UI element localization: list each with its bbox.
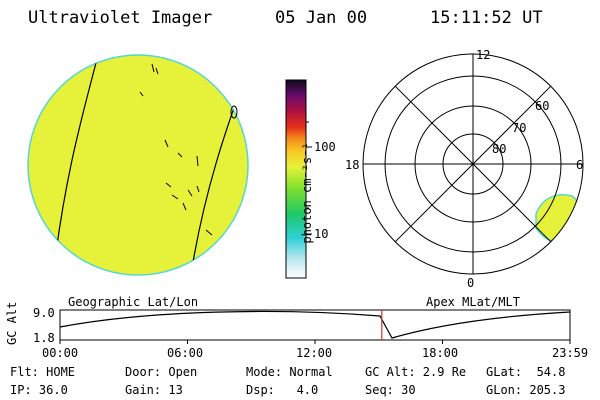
info-seq: Seq: 30 <box>365 383 416 397</box>
polar-ring-label-80: 80 <box>492 142 507 156</box>
altitude-curve <box>59 310 571 339</box>
info-glon: GLon: 205.3 <box>486 383 566 397</box>
observation-time: 15:11:52 UT <box>430 8 543 28</box>
info-gc-alt: GC Alt: 2.9 Re <box>365 365 467 379</box>
x-tick-label-1: 06:00 <box>167 346 204 360</box>
altitude-timeline-panel <box>59 309 571 344</box>
observation-date: 05 Jan 00 <box>275 8 368 28</box>
longitude-line-left <box>53 55 99 269</box>
alt-axis-bottom-value: 1.8 <box>33 331 55 345</box>
x-tick-label-4: 23:59 <box>552 346 589 360</box>
x-tick-label-3: 18:00 <box>422 346 459 360</box>
info-glat: GLat: 54.8 <box>486 365 566 379</box>
info-flight: Flt: HOME <box>10 365 76 379</box>
apex-label: Apex MLat/MLT <box>426 295 520 309</box>
polar-magnetic-plot <box>362 53 584 275</box>
x-tick-label-0: 00:00 <box>42 346 79 360</box>
polar-ring-label-60: 60 <box>535 99 550 113</box>
polar-label-12: 12 <box>476 48 491 62</box>
alt-axis-top-value: 9.0 <box>33 306 55 320</box>
color-scale-ticks <box>306 121 312 235</box>
x-tick-label-2: 12:00 <box>296 346 333 360</box>
color-scale-tick-100: 100 <box>314 140 336 154</box>
info-mode: Mode: Normal <box>246 365 333 379</box>
color-scale-unit-label: photon cm⁻²s⁻¹ <box>300 142 314 244</box>
geographic-label: Geographic Lat/Lon <box>68 295 199 309</box>
coast-outline <box>230 105 238 119</box>
coastline-fragments <box>139 63 213 236</box>
info-ip: IP: 36.0 <box>10 383 68 397</box>
earth-disc-image <box>27 54 249 276</box>
info-door: Door: Open <box>125 365 198 379</box>
color-scale-bar <box>285 79 307 279</box>
polar-label-0: 0 <box>467 276 475 290</box>
gc-alt-axis-label: GC Alt <box>5 301 19 345</box>
polar-label-18: 18 <box>345 158 360 172</box>
instrument-title: Ultraviolet Imager <box>28 8 213 28</box>
polar-ring-label-70: 70 <box>512 121 527 135</box>
polar-label-6: 6 <box>576 158 584 172</box>
info-dsp: Dsp: 4.0 <box>246 383 319 397</box>
color-scale-tick-10: 10 <box>314 227 329 241</box>
info-gain: Gain: 13 <box>125 383 183 397</box>
